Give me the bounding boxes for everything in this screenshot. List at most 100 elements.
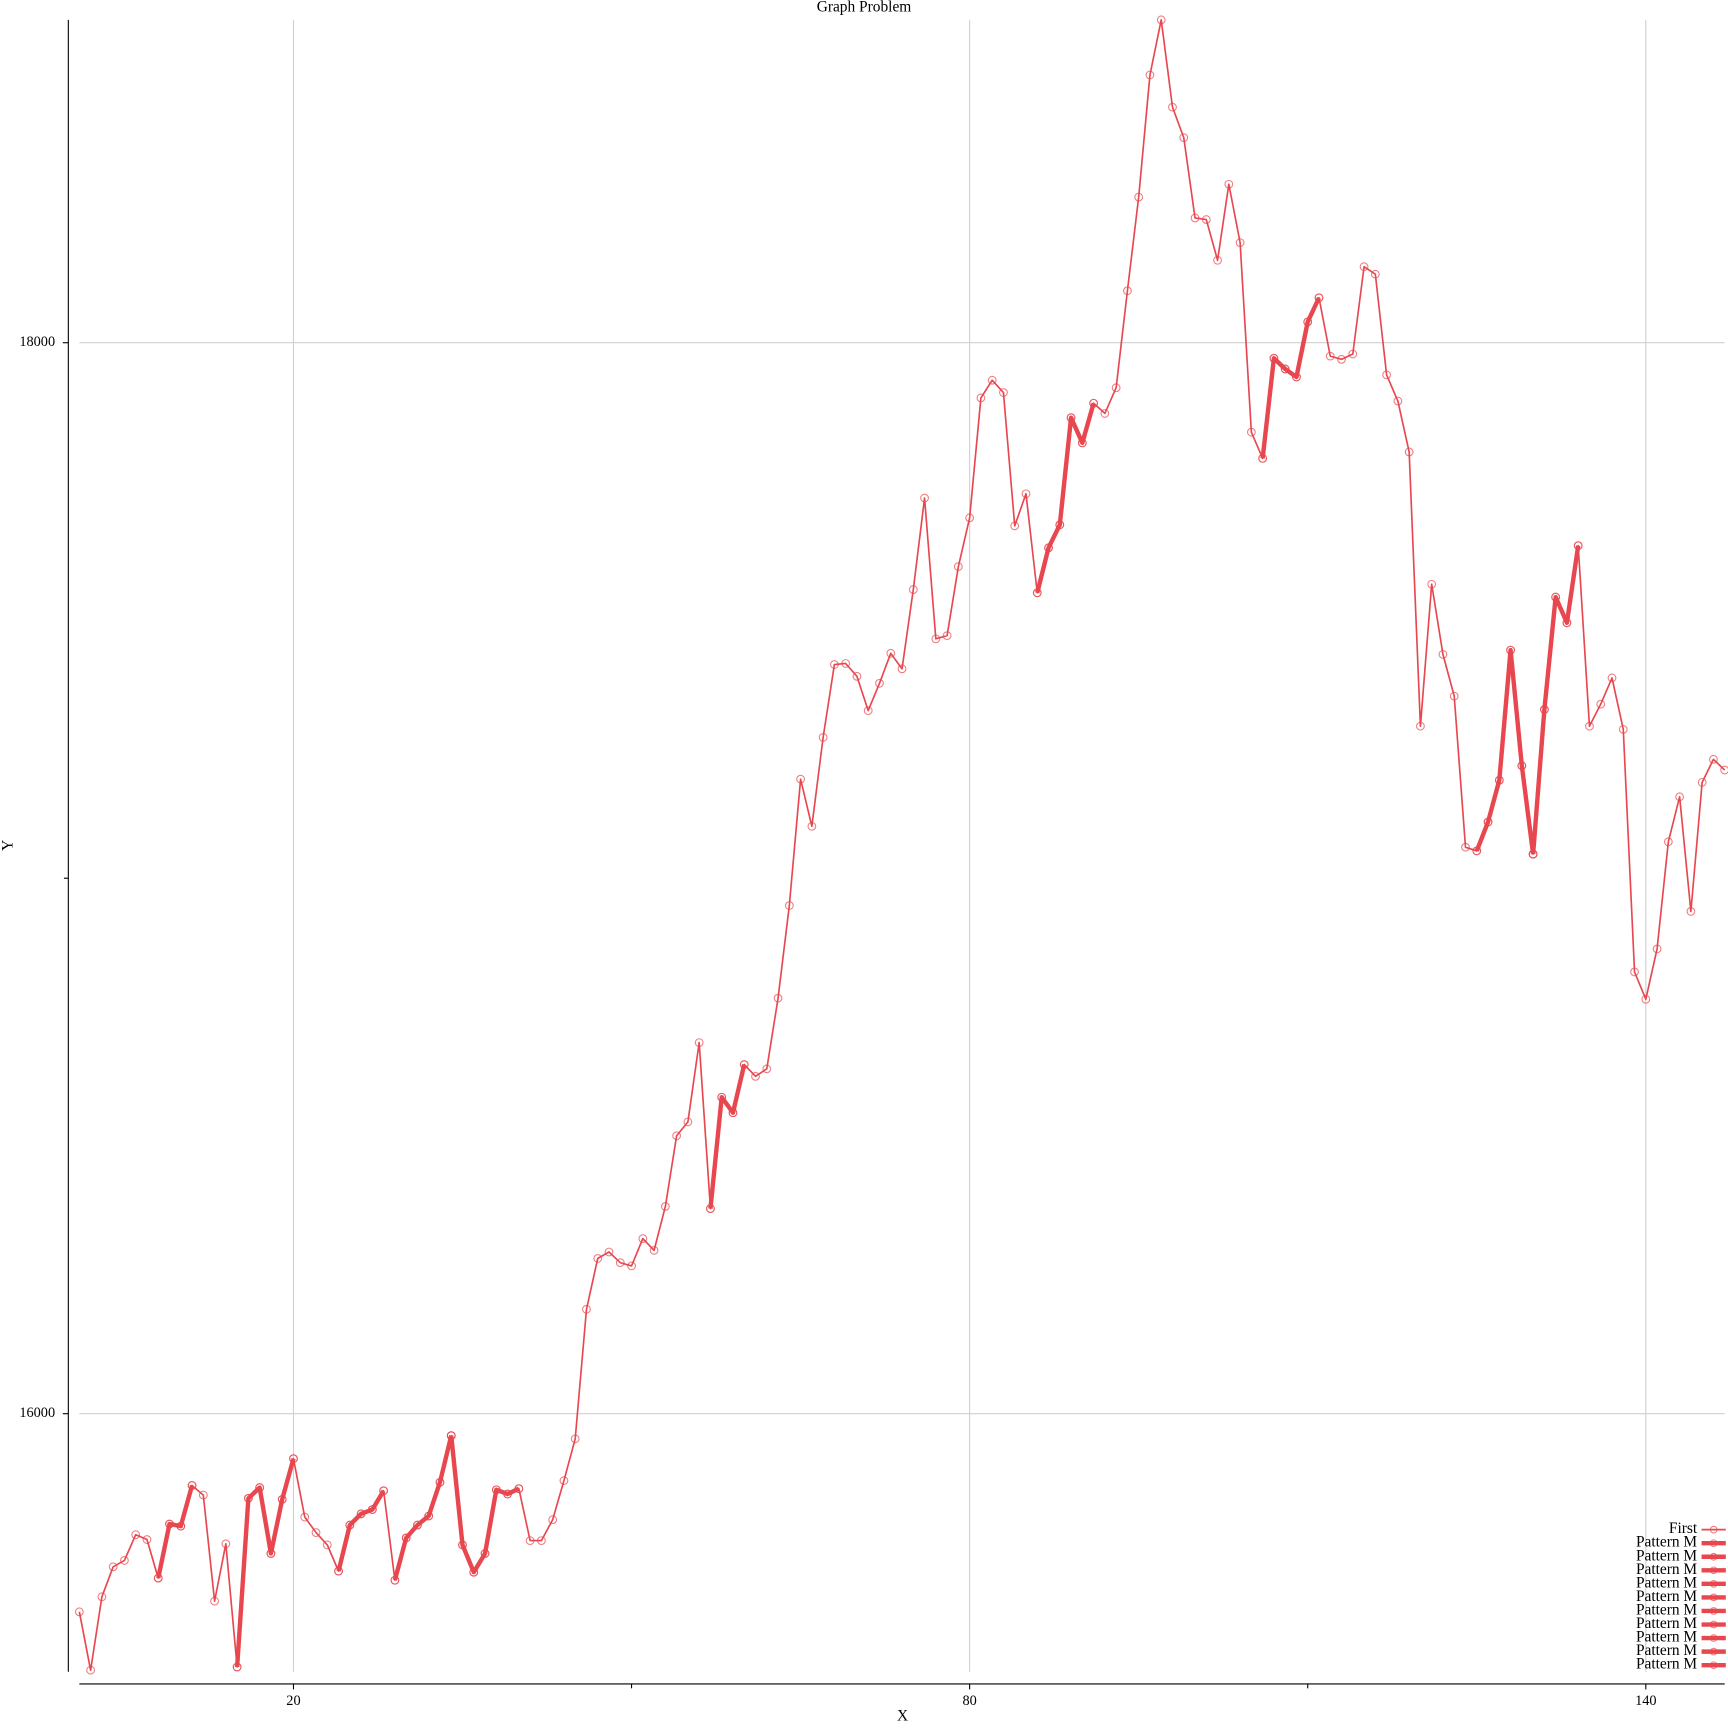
point-marker — [1596, 699, 1606, 709]
point-marker — [232, 1662, 242, 1672]
point-marker — [1551, 592, 1561, 602]
point-marker — [1686, 907, 1696, 916]
point-marker — [1494, 775, 1504, 785]
point-marker — [1348, 349, 1358, 359]
legend-label: Pattern M — [1636, 1615, 1697, 1632]
legend-marker — [1709, 1579, 1718, 1588]
point-marker — [198, 1490, 208, 1500]
point-marker — [277, 1494, 287, 1504]
point-marker — [672, 1131, 682, 1141]
point-marker — [875, 678, 884, 688]
point-marker — [1280, 364, 1290, 374]
series-line — [1260, 296, 1321, 459]
legend-label: Pattern M — [1636, 1642, 1697, 1659]
point-marker — [965, 513, 975, 523]
point-marker — [1359, 262, 1369, 272]
point-marker — [1528, 849, 1538, 859]
series-line — [234, 1458, 296, 1668]
point-marker — [187, 1481, 197, 1490]
point-marker — [1618, 724, 1628, 734]
point-marker — [931, 634, 941, 644]
point-marker — [784, 901, 794, 910]
point-marker — [1506, 645, 1515, 655]
point-marker — [570, 1434, 580, 1444]
point-marker — [1438, 649, 1448, 659]
series-line — [336, 1489, 386, 1572]
point-marker — [1145, 70, 1155, 80]
point-marker — [1337, 354, 1346, 364]
point-marker — [1370, 269, 1380, 279]
point-marker — [243, 1493, 253, 1503]
point-marker — [796, 774, 806, 784]
point-marker — [683, 1117, 693, 1127]
legend-label: Pattern M — [1636, 1547, 1697, 1564]
point-marker — [379, 1486, 389, 1496]
point-marker — [356, 1509, 366, 1519]
legend-marker — [1709, 1566, 1718, 1575]
point-marker — [728, 1108, 738, 1118]
point-marker — [401, 1533, 411, 1543]
point-marker — [852, 671, 862, 681]
point-marker — [503, 1489, 512, 1499]
legend-marker — [1709, 1620, 1718, 1629]
series-line — [708, 1064, 747, 1209]
point-marker — [548, 1515, 558, 1525]
point-marker — [142, 1535, 152, 1544]
legend-marker — [1709, 1634, 1718, 1642]
point-marker — [559, 1476, 569, 1486]
point-marker — [841, 659, 851, 668]
point-marker — [435, 1477, 445, 1487]
point-marker — [1382, 370, 1392, 380]
point-marker — [717, 1092, 727, 1102]
point-marker — [1675, 792, 1685, 802]
point-marker — [706, 1204, 715, 1214]
point-marker — [987, 375, 997, 385]
point-marker — [1325, 351, 1335, 361]
legend-marker — [1709, 1525, 1718, 1534]
legend-label: Pattern M — [1636, 1561, 1697, 1578]
point-marker — [976, 393, 986, 403]
point-marker — [480, 1549, 490, 1558]
point-marker — [1720, 765, 1728, 775]
legend-label: Pattern M — [1636, 1601, 1697, 1618]
point-marker — [999, 388, 1008, 397]
legend-label: Pattern M — [1636, 1629, 1697, 1646]
point-marker — [1573, 541, 1583, 551]
legend-label: Pattern M — [1636, 1574, 1697, 1591]
legend-marker — [1709, 1607, 1718, 1615]
point-marker — [1461, 842, 1470, 852]
point-marker — [491, 1485, 501, 1495]
point-marker — [897, 664, 907, 674]
point-marker — [1201, 215, 1211, 224]
point-marker — [1562, 618, 1572, 628]
point-marker — [1607, 673, 1617, 683]
point-marker — [773, 993, 783, 1003]
legend-marker — [1709, 1593, 1718, 1602]
point-marker — [582, 1304, 591, 1314]
point-marker — [289, 1454, 298, 1464]
point-marker — [751, 1071, 760, 1081]
series-line — [1035, 402, 1096, 594]
point-marker — [920, 493, 929, 503]
point-marker — [818, 732, 828, 742]
point-marker — [1055, 520, 1065, 530]
point-marker — [1258, 453, 1268, 463]
point-marker — [1585, 721, 1594, 731]
x-tick-label: 80 — [962, 1693, 976, 1709]
point-marker — [739, 1060, 749, 1069]
point-marker — [1472, 846, 1482, 856]
point-marker — [1393, 396, 1403, 406]
point-marker — [311, 1528, 321, 1537]
point-marker — [762, 1064, 772, 1074]
point-marker — [886, 648, 896, 658]
point-marker — [1663, 837, 1673, 847]
series-line — [392, 1435, 454, 1581]
point-marker — [266, 1549, 276, 1558]
point-marker — [1246, 427, 1256, 437]
series-line — [1530, 545, 1581, 855]
point-marker — [953, 562, 963, 571]
point-marker — [1697, 777, 1707, 787]
point-marker — [97, 1592, 107, 1602]
series-line — [449, 1435, 520, 1575]
